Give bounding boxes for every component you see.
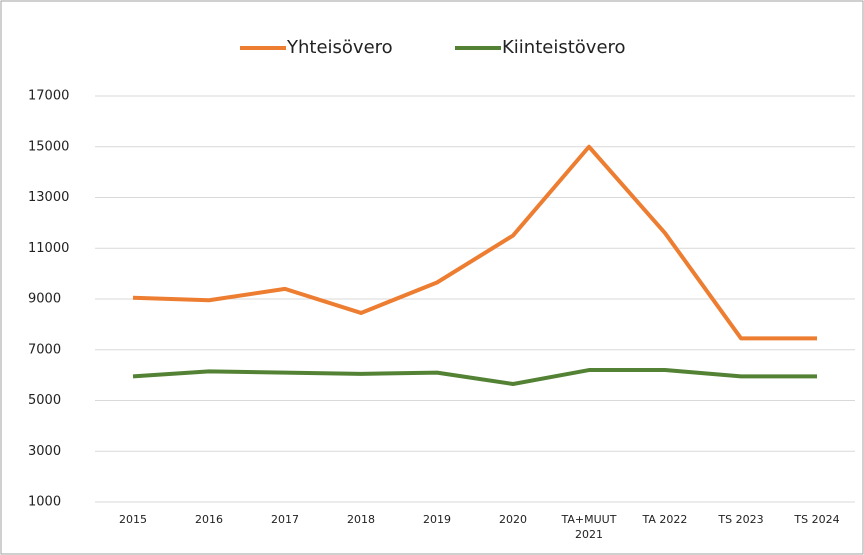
y-tick-label: 15000 (28, 139, 69, 154)
y-tick-label: 9000 (28, 292, 61, 307)
y-tick-label: 11000 (28, 241, 69, 256)
y-tick-label: 13000 (28, 190, 69, 205)
x-tick-label: 2015 (119, 513, 147, 526)
x-tick-label: 2018 (347, 513, 375, 526)
data-line (132, 144, 817, 341)
data-line (132, 368, 817, 387)
x-tick-label: TS 2024 (794, 513, 840, 526)
x-tick-label: TA+MUUT 2021 (561, 513, 617, 541)
y-tick-label: 17000 (28, 89, 69, 104)
y-tick-label: 7000 (28, 342, 61, 357)
legend-label: Kiinteistövero (502, 37, 626, 58)
y-tick-label: 1000 (28, 495, 61, 510)
y-tick-label: 3000 (28, 444, 61, 459)
x-tick-label: 2016 (195, 513, 223, 526)
legend-label: Yhteisövero (286, 37, 393, 58)
x-tick-label: 2019 (423, 513, 451, 526)
x-tick-label: 2017 (271, 513, 299, 526)
x-tick-label: TA 2022 (642, 513, 688, 526)
y-tick-label: 5000 (28, 393, 61, 408)
x-tick-label: TS 2023 (718, 513, 764, 526)
x-tick-label: 2020 (499, 513, 527, 526)
